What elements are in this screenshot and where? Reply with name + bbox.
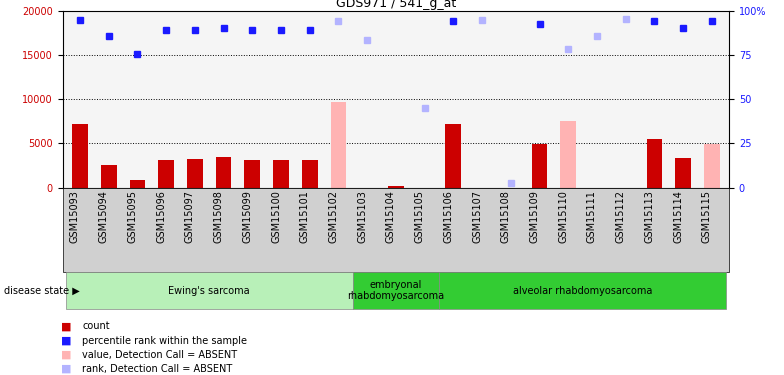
Text: embryonal
rhabdomyosarcoma: embryonal rhabdomyosarcoma bbox=[347, 280, 445, 302]
Text: percentile rank within the sample: percentile rank within the sample bbox=[82, 336, 247, 345]
Text: ■: ■ bbox=[61, 350, 72, 360]
Bar bbox=[216, 157, 231, 188]
Bar bbox=[532, 144, 547, 188]
Bar bbox=[647, 139, 662, 188]
Bar bbox=[561, 120, 576, 188]
Bar bbox=[675, 158, 691, 188]
Text: disease state ▶: disease state ▶ bbox=[4, 286, 80, 296]
Text: GSM15103: GSM15103 bbox=[358, 190, 367, 243]
Text: Ewing's sarcoma: Ewing's sarcoma bbox=[169, 286, 250, 296]
Text: alveolar rhabdomyosarcoma: alveolar rhabdomyosarcoma bbox=[513, 286, 652, 296]
Text: GSM15093: GSM15093 bbox=[70, 190, 80, 243]
Bar bbox=[158, 160, 174, 188]
Text: GSM15106: GSM15106 bbox=[444, 190, 453, 243]
Text: GSM15115: GSM15115 bbox=[702, 190, 712, 243]
Bar bbox=[273, 160, 289, 188]
Bar bbox=[101, 165, 117, 188]
Bar bbox=[331, 102, 347, 188]
Bar bbox=[129, 180, 145, 188]
Text: GSM15104: GSM15104 bbox=[386, 190, 396, 243]
Text: count: count bbox=[82, 321, 110, 331]
Text: GSM15113: GSM15113 bbox=[644, 190, 655, 243]
Text: GSM15097: GSM15097 bbox=[185, 190, 195, 243]
Text: GSM15100: GSM15100 bbox=[271, 190, 281, 243]
Bar bbox=[302, 160, 318, 188]
Text: GSM15095: GSM15095 bbox=[128, 190, 137, 243]
Text: GSM15099: GSM15099 bbox=[242, 190, 252, 243]
Text: ■: ■ bbox=[61, 364, 72, 374]
Bar bbox=[388, 186, 404, 188]
Text: ■: ■ bbox=[61, 336, 72, 345]
Text: GSM15114: GSM15114 bbox=[673, 190, 683, 243]
Bar bbox=[187, 159, 203, 188]
Text: GSM15109: GSM15109 bbox=[529, 190, 539, 243]
Text: GSM15110: GSM15110 bbox=[558, 190, 568, 243]
Text: GSM15107: GSM15107 bbox=[472, 190, 482, 243]
Text: GSM15094: GSM15094 bbox=[99, 190, 109, 243]
Text: GSM15101: GSM15101 bbox=[299, 190, 310, 243]
Title: GDS971 / 541_g_at: GDS971 / 541_g_at bbox=[336, 0, 456, 10]
Text: rank, Detection Call = ABSENT: rank, Detection Call = ABSENT bbox=[82, 364, 233, 374]
Bar bbox=[445, 124, 461, 188]
Text: GSM15112: GSM15112 bbox=[615, 190, 626, 243]
Bar bbox=[245, 160, 260, 188]
Bar bbox=[704, 144, 720, 188]
Text: ■: ■ bbox=[61, 321, 72, 331]
Text: value, Detection Call = ABSENT: value, Detection Call = ABSENT bbox=[82, 350, 238, 360]
Text: GSM15102: GSM15102 bbox=[328, 190, 339, 243]
Text: GSM15108: GSM15108 bbox=[501, 190, 511, 243]
Text: GSM15098: GSM15098 bbox=[213, 190, 223, 243]
Text: GSM15105: GSM15105 bbox=[415, 190, 425, 243]
Bar bbox=[72, 124, 88, 188]
Text: GSM15096: GSM15096 bbox=[156, 190, 166, 243]
Text: GSM15111: GSM15111 bbox=[587, 190, 597, 243]
